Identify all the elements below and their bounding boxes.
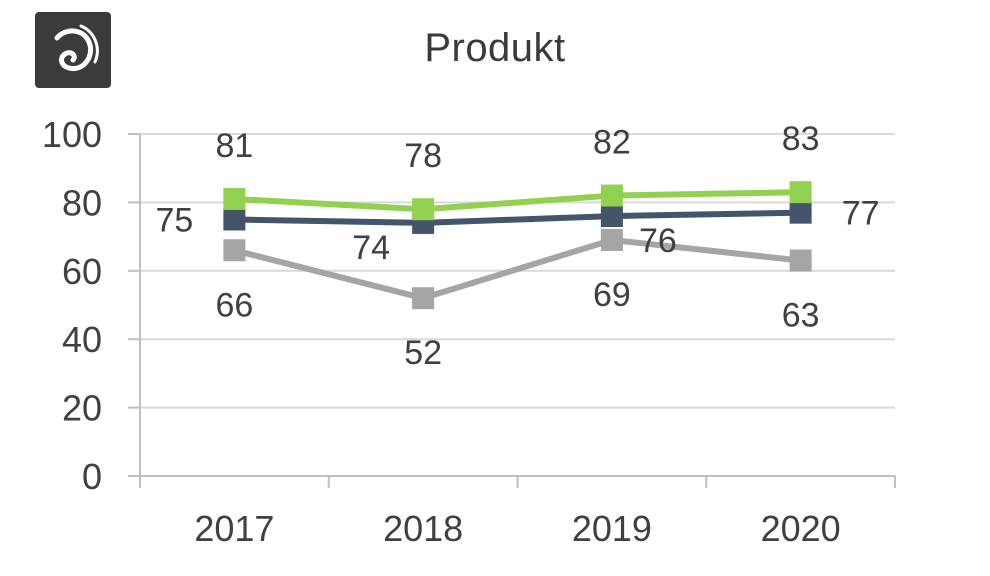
data-label: 69 <box>593 276 631 314</box>
data-point <box>223 208 246 231</box>
data-point <box>789 201 812 224</box>
data-point <box>223 239 246 262</box>
x-tick-label: 2020 <box>761 508 841 549</box>
y-tick-label: 0 <box>82 456 102 497</box>
x-tick-label: 2017 <box>194 508 274 549</box>
data-point <box>223 187 246 210</box>
data-label: 82 <box>593 124 631 162</box>
x-tick-label: 2019 <box>572 508 652 549</box>
data-label: 52 <box>404 334 442 372</box>
y-tick-label: 40 <box>62 319 102 360</box>
data-label: 75 <box>155 202 193 240</box>
data-label: 77 <box>842 195 880 233</box>
data-point <box>412 198 435 221</box>
brand-logo <box>35 12 111 88</box>
data-point <box>412 287 435 310</box>
x-tick-label: 2018 <box>383 508 463 549</box>
data-label: 66 <box>215 286 253 324</box>
data-label: 83 <box>782 120 820 158</box>
y-tick-label: 100 <box>42 114 102 155</box>
data-point <box>600 184 623 207</box>
series-line <box>234 189 801 213</box>
data-point <box>600 205 623 228</box>
data-label: 76 <box>639 222 677 260</box>
data-label: 78 <box>404 137 442 175</box>
series-line <box>234 209 801 226</box>
data-point <box>600 229 623 252</box>
y-tick-label: 60 <box>62 251 102 292</box>
data-point <box>789 249 812 272</box>
data-point <box>789 181 812 204</box>
data-label: 74 <box>352 229 390 267</box>
series-line <box>233 237 801 302</box>
ear-spiral-icon <box>54 24 99 72</box>
data-label: 81 <box>215 127 253 165</box>
y-tick-label: 80 <box>62 182 102 223</box>
y-tick-label: 20 <box>62 388 102 429</box>
chart-title: Produkt <box>424 26 566 70</box>
data-label: 63 <box>782 297 820 335</box>
